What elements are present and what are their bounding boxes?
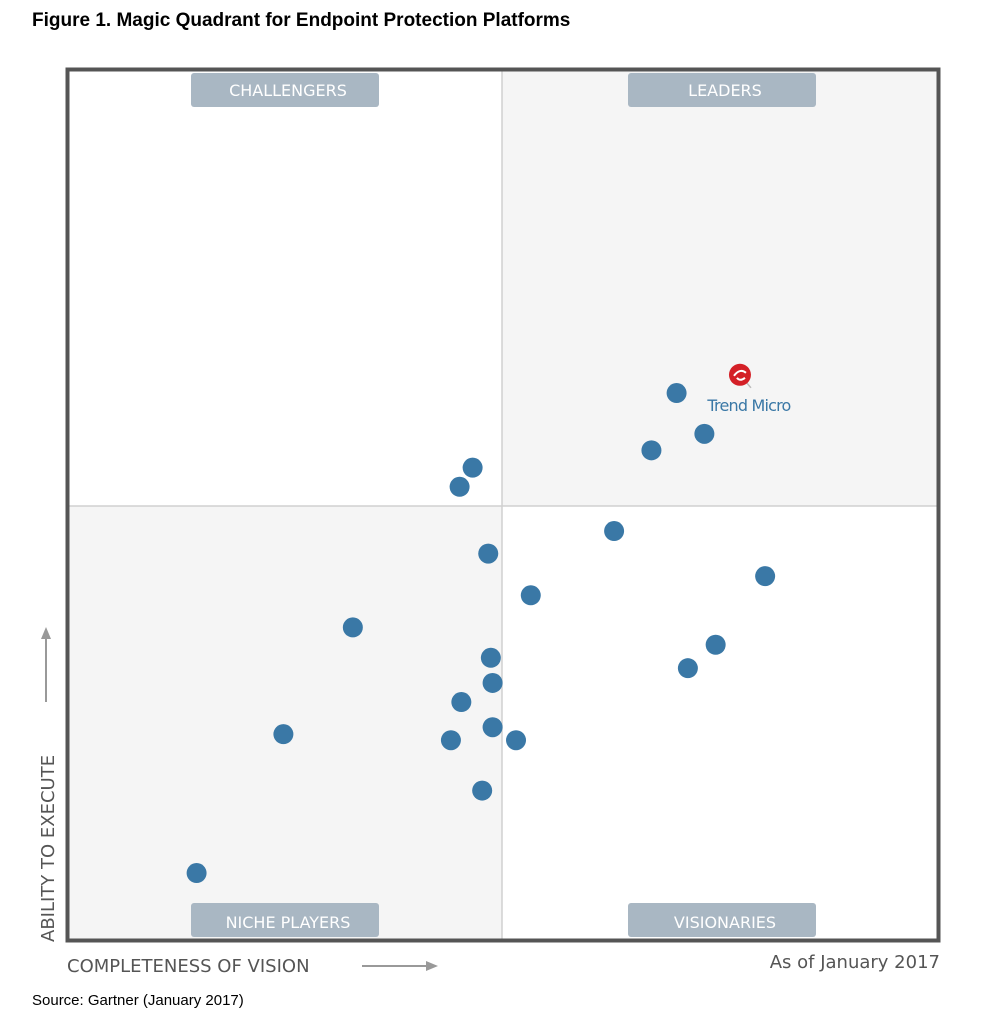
as-of-label: As of January 2017 (770, 952, 940, 973)
data-point-2 (641, 440, 662, 461)
niche-players-label-box (191, 903, 379, 937)
data-point-15 (273, 724, 294, 745)
niche-players-label: NICHE PLAYERS (226, 913, 351, 932)
visionaries-label: VISIONARIES (674, 913, 776, 932)
leaders-label: LEADERS (688, 81, 762, 100)
data-point-18 (506, 730, 527, 751)
niche-quadrant-bg (69, 506, 502, 939)
trend-micro-logo-swirl (733, 369, 747, 381)
data-point-16 (440, 730, 461, 751)
x-arrow-head-icon (426, 961, 438, 971)
figure-title: Figure 1. Magic Quadrant for Endpoint Pr… (32, 10, 571, 31)
y-axis-label: ABILITY TO EXECUTE (38, 755, 59, 942)
trend-micro-label: Trend Micro (706, 396, 790, 415)
data-point-3 (462, 457, 483, 478)
data-point-6 (478, 543, 499, 564)
leaders-label-box (628, 73, 816, 107)
data-point-20 (186, 863, 207, 884)
data-point-7 (755, 566, 776, 587)
data-point-4 (449, 476, 470, 497)
data-point-1 (694, 423, 715, 444)
data-point-17 (482, 717, 503, 738)
y-arrow-head-icon (41, 627, 51, 639)
data-point-11 (705, 634, 726, 655)
data-point-14 (451, 692, 472, 713)
source-note: Source: Gartner (January 2017) (32, 992, 244, 1009)
challengers-label: CHALLENGERS (229, 81, 347, 100)
leaders-quadrant-bg (502, 71, 937, 506)
data-point-12 (677, 658, 698, 679)
data-point-9 (342, 617, 363, 638)
trend-micro-logo-icon (728, 363, 751, 386)
data-point-8 (520, 585, 541, 606)
data-points: Trend Micro (186, 363, 791, 884)
plot-border (65, 67, 941, 943)
data-point-0 (666, 383, 687, 404)
data-point-13 (482, 672, 503, 693)
data-point-5 (604, 521, 625, 542)
visionaries-label-box (628, 903, 816, 937)
data-point-10 (480, 647, 501, 668)
x-axis-label: COMPLETENESS OF VISION (67, 956, 310, 977)
challengers-label-box (191, 73, 379, 107)
data-point-19 (472, 780, 493, 801)
